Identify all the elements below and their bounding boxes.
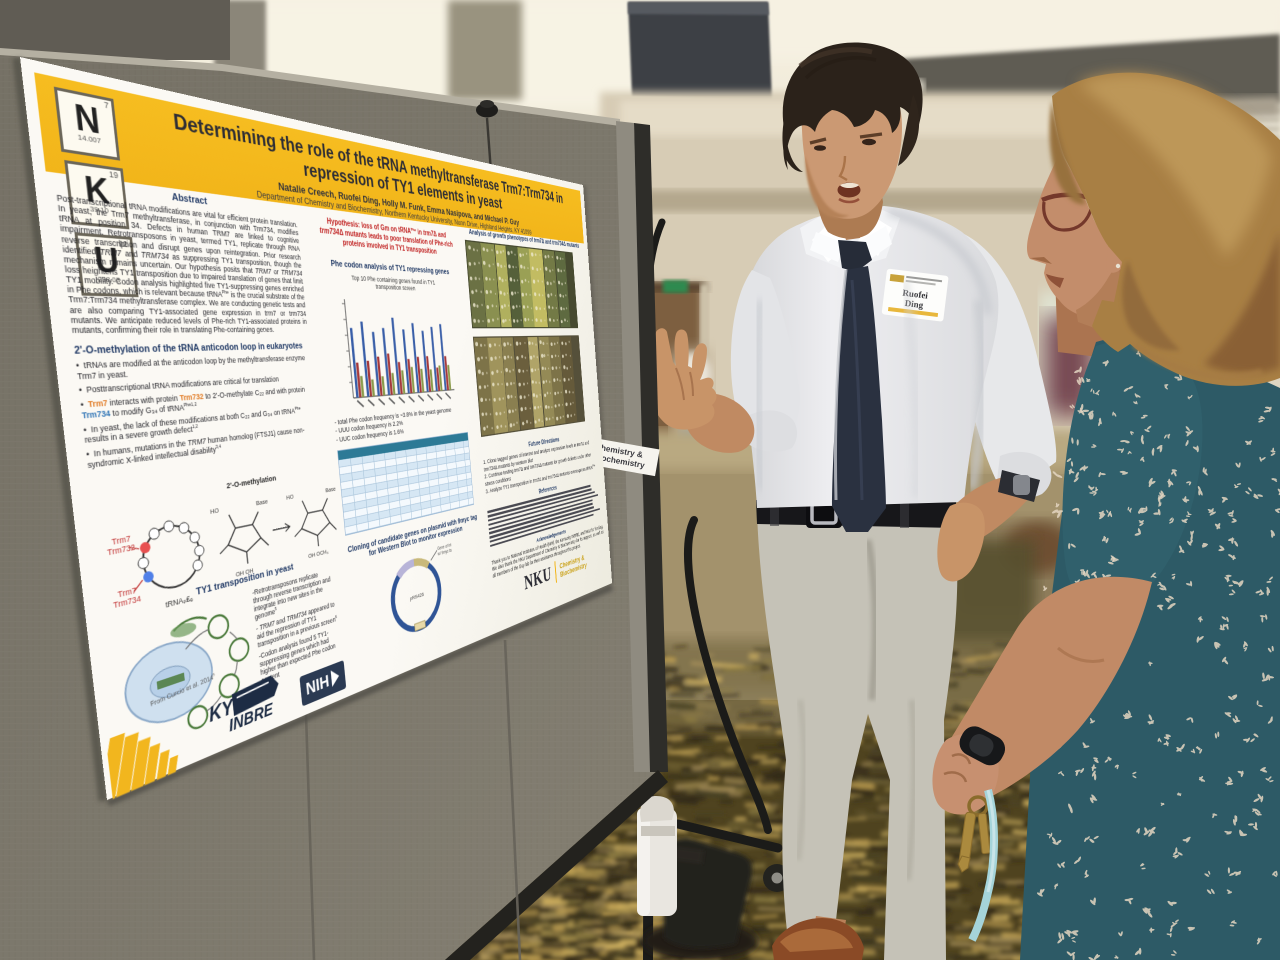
svg-text:OH OH: OH OH xyxy=(235,567,253,578)
svg-text:pRS426: pRS426 xyxy=(410,591,424,602)
svg-text:w/ 9myc tag: w/ 9myc tag xyxy=(437,547,453,556)
svg-text:Trm7: Trm7 xyxy=(117,586,137,600)
svg-text:Base: Base xyxy=(325,486,336,494)
svg-text:OH OCH₃: OH OCH₃ xyxy=(308,548,329,559)
svg-text:Trm7: Trm7 xyxy=(111,534,131,547)
svg-text:Base: Base xyxy=(256,498,269,507)
svg-text:HO: HO xyxy=(286,493,294,501)
svg-text:Gene of interest: Gene of interest xyxy=(437,541,458,552)
svg-text:HO: HO xyxy=(210,507,219,516)
